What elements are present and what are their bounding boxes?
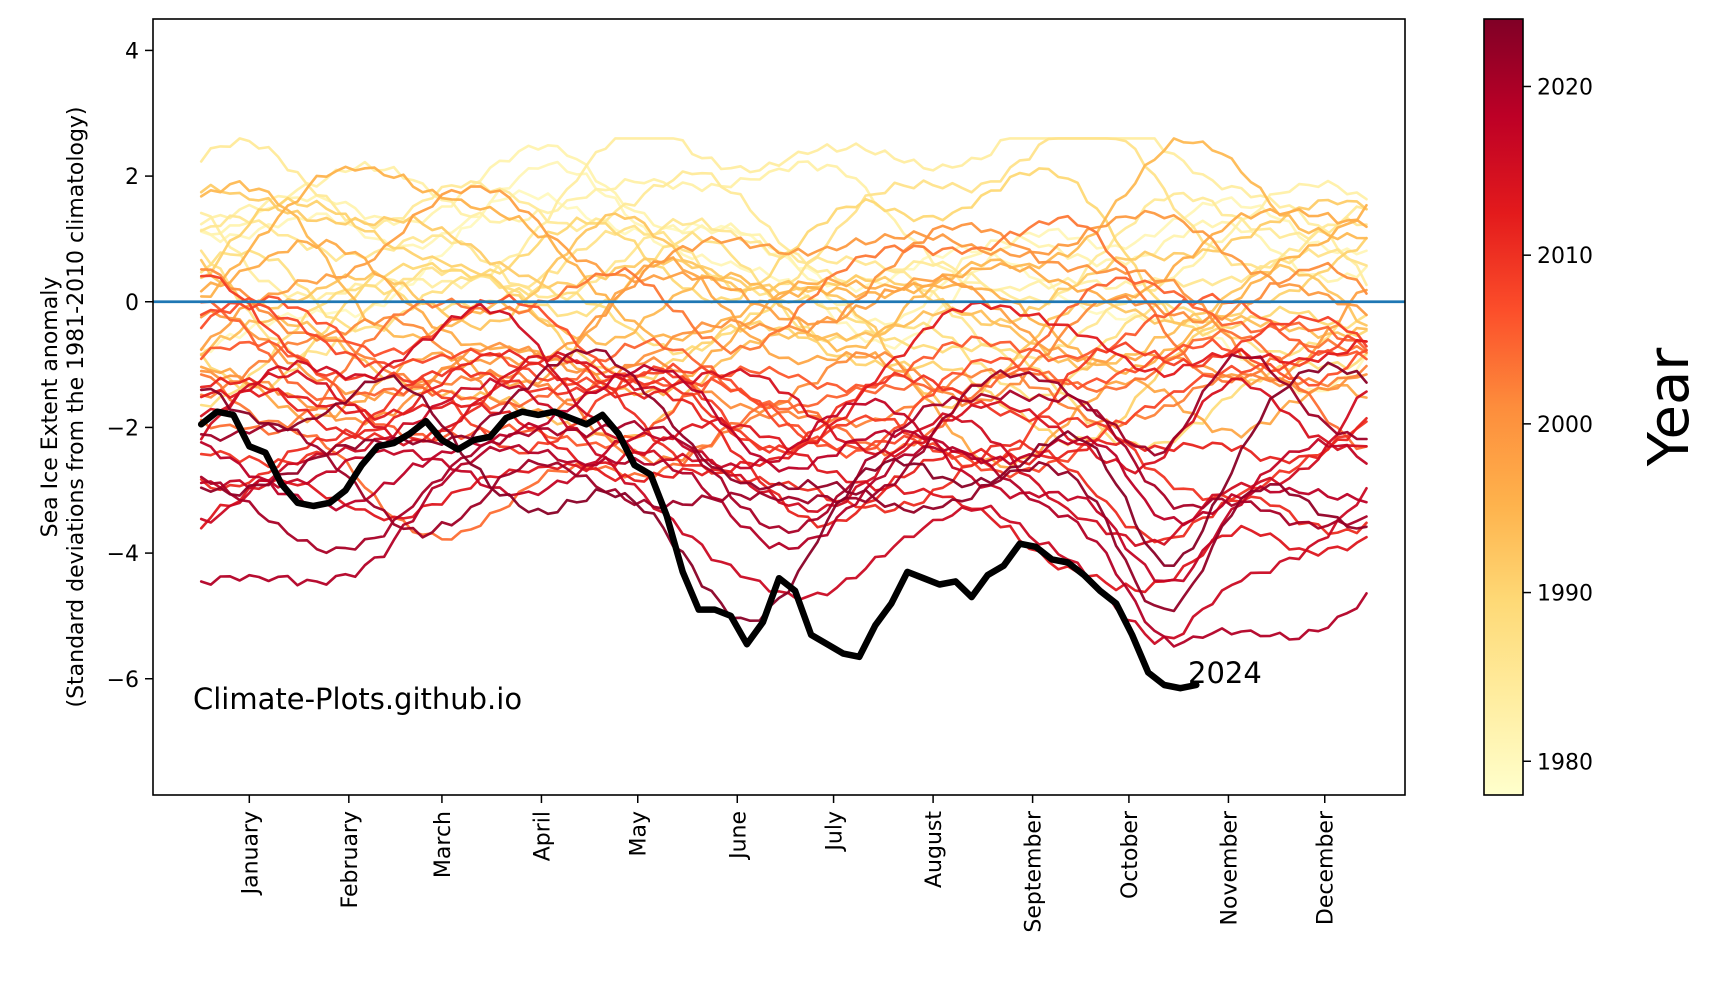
series-line-2018 xyxy=(199,363,1368,527)
series-line-2004 xyxy=(199,276,1368,411)
watermark-text: Climate-Plots.github.io xyxy=(193,682,522,716)
x-tick-label-october: October xyxy=(1118,810,1143,899)
colorbar-gradient xyxy=(1483,18,1524,796)
x-axis: January February March April May June July Augu… xyxy=(238,795,1339,933)
y-axis-label: Sea Ice Extent anomaly(Standard deviatio… xyxy=(38,106,89,707)
series-line-2008 xyxy=(199,274,1368,469)
colorbar-ticks: 1980 1990 2000 2010 2020 xyxy=(1523,75,1593,775)
x-tick-label-january: January xyxy=(238,811,263,896)
x-tick-label-july: July xyxy=(823,811,848,853)
y-tick-label: −2 xyxy=(107,416,139,441)
series-line-1983 xyxy=(199,137,1368,306)
x-tick-label-april: April xyxy=(530,811,555,861)
series-line-2007 xyxy=(199,301,1368,479)
y-tick-label: −4 xyxy=(107,542,139,567)
y-tick-label: −6 xyxy=(107,668,139,693)
series-line-1997 xyxy=(199,185,1368,386)
series-line-2005 xyxy=(199,292,1368,450)
series-line-1994 xyxy=(199,165,1368,375)
series-line-1988 xyxy=(199,167,1368,391)
x-tick-label-december: December xyxy=(1314,810,1339,925)
y-tick-label: 0 xyxy=(125,291,139,316)
plot-area xyxy=(152,18,1406,796)
series-line-2022 xyxy=(199,348,1368,613)
x-tick-label-november: November xyxy=(1217,810,1242,925)
colorbar: 1980 1990 2000 2010 2020 Year xyxy=(1483,18,1702,796)
x-tick-label-august: August xyxy=(922,811,947,888)
series-line-1995 xyxy=(199,207,1368,397)
y-tick-label: 2 xyxy=(125,165,139,190)
series-line-1981 xyxy=(199,160,1368,293)
highlight-year-label: 2024 xyxy=(1188,656,1262,690)
plot-frame xyxy=(152,18,1406,796)
colorbar-tick-label: 1980 xyxy=(1537,750,1593,775)
series-line-1982 xyxy=(199,137,1368,302)
series-line-1991 xyxy=(199,212,1368,410)
series-line-2020 xyxy=(199,389,1368,555)
series-line-2023 xyxy=(199,361,1368,623)
x-tick-label-march: March xyxy=(431,811,456,878)
series-line-2002 xyxy=(199,214,1368,430)
series-line-2017 xyxy=(199,397,1368,583)
colorbar-tick-label: 2000 xyxy=(1537,413,1593,438)
series-line-2015 xyxy=(199,302,1368,548)
x-tick-label-september: September xyxy=(1022,810,1047,933)
colorbar-title: Year xyxy=(1637,347,1702,468)
series-line-2024 xyxy=(197,408,1200,692)
colorbar-tick-label: 2020 xyxy=(1537,75,1593,100)
y-tick-label: 4 xyxy=(125,39,139,64)
year-series-lines xyxy=(199,137,1368,648)
series-line-2019 xyxy=(199,443,1368,648)
colorbar-tick-label: 2010 xyxy=(1537,244,1593,269)
x-tick-label-may: May xyxy=(627,811,652,856)
series-line-2006 xyxy=(199,293,1368,459)
colorbar-tick-label: 1990 xyxy=(1537,582,1593,607)
series-line-2016 xyxy=(199,377,1368,646)
x-tick-label-june: June xyxy=(726,811,751,861)
series-line-2012 xyxy=(199,301,1368,483)
y-axis: −6 −4 −2 0 2 4 xyxy=(107,39,153,693)
series-line-1993 xyxy=(199,137,1368,353)
x-tick-label-february: February xyxy=(338,811,363,909)
series-line-2021 xyxy=(199,353,1368,539)
